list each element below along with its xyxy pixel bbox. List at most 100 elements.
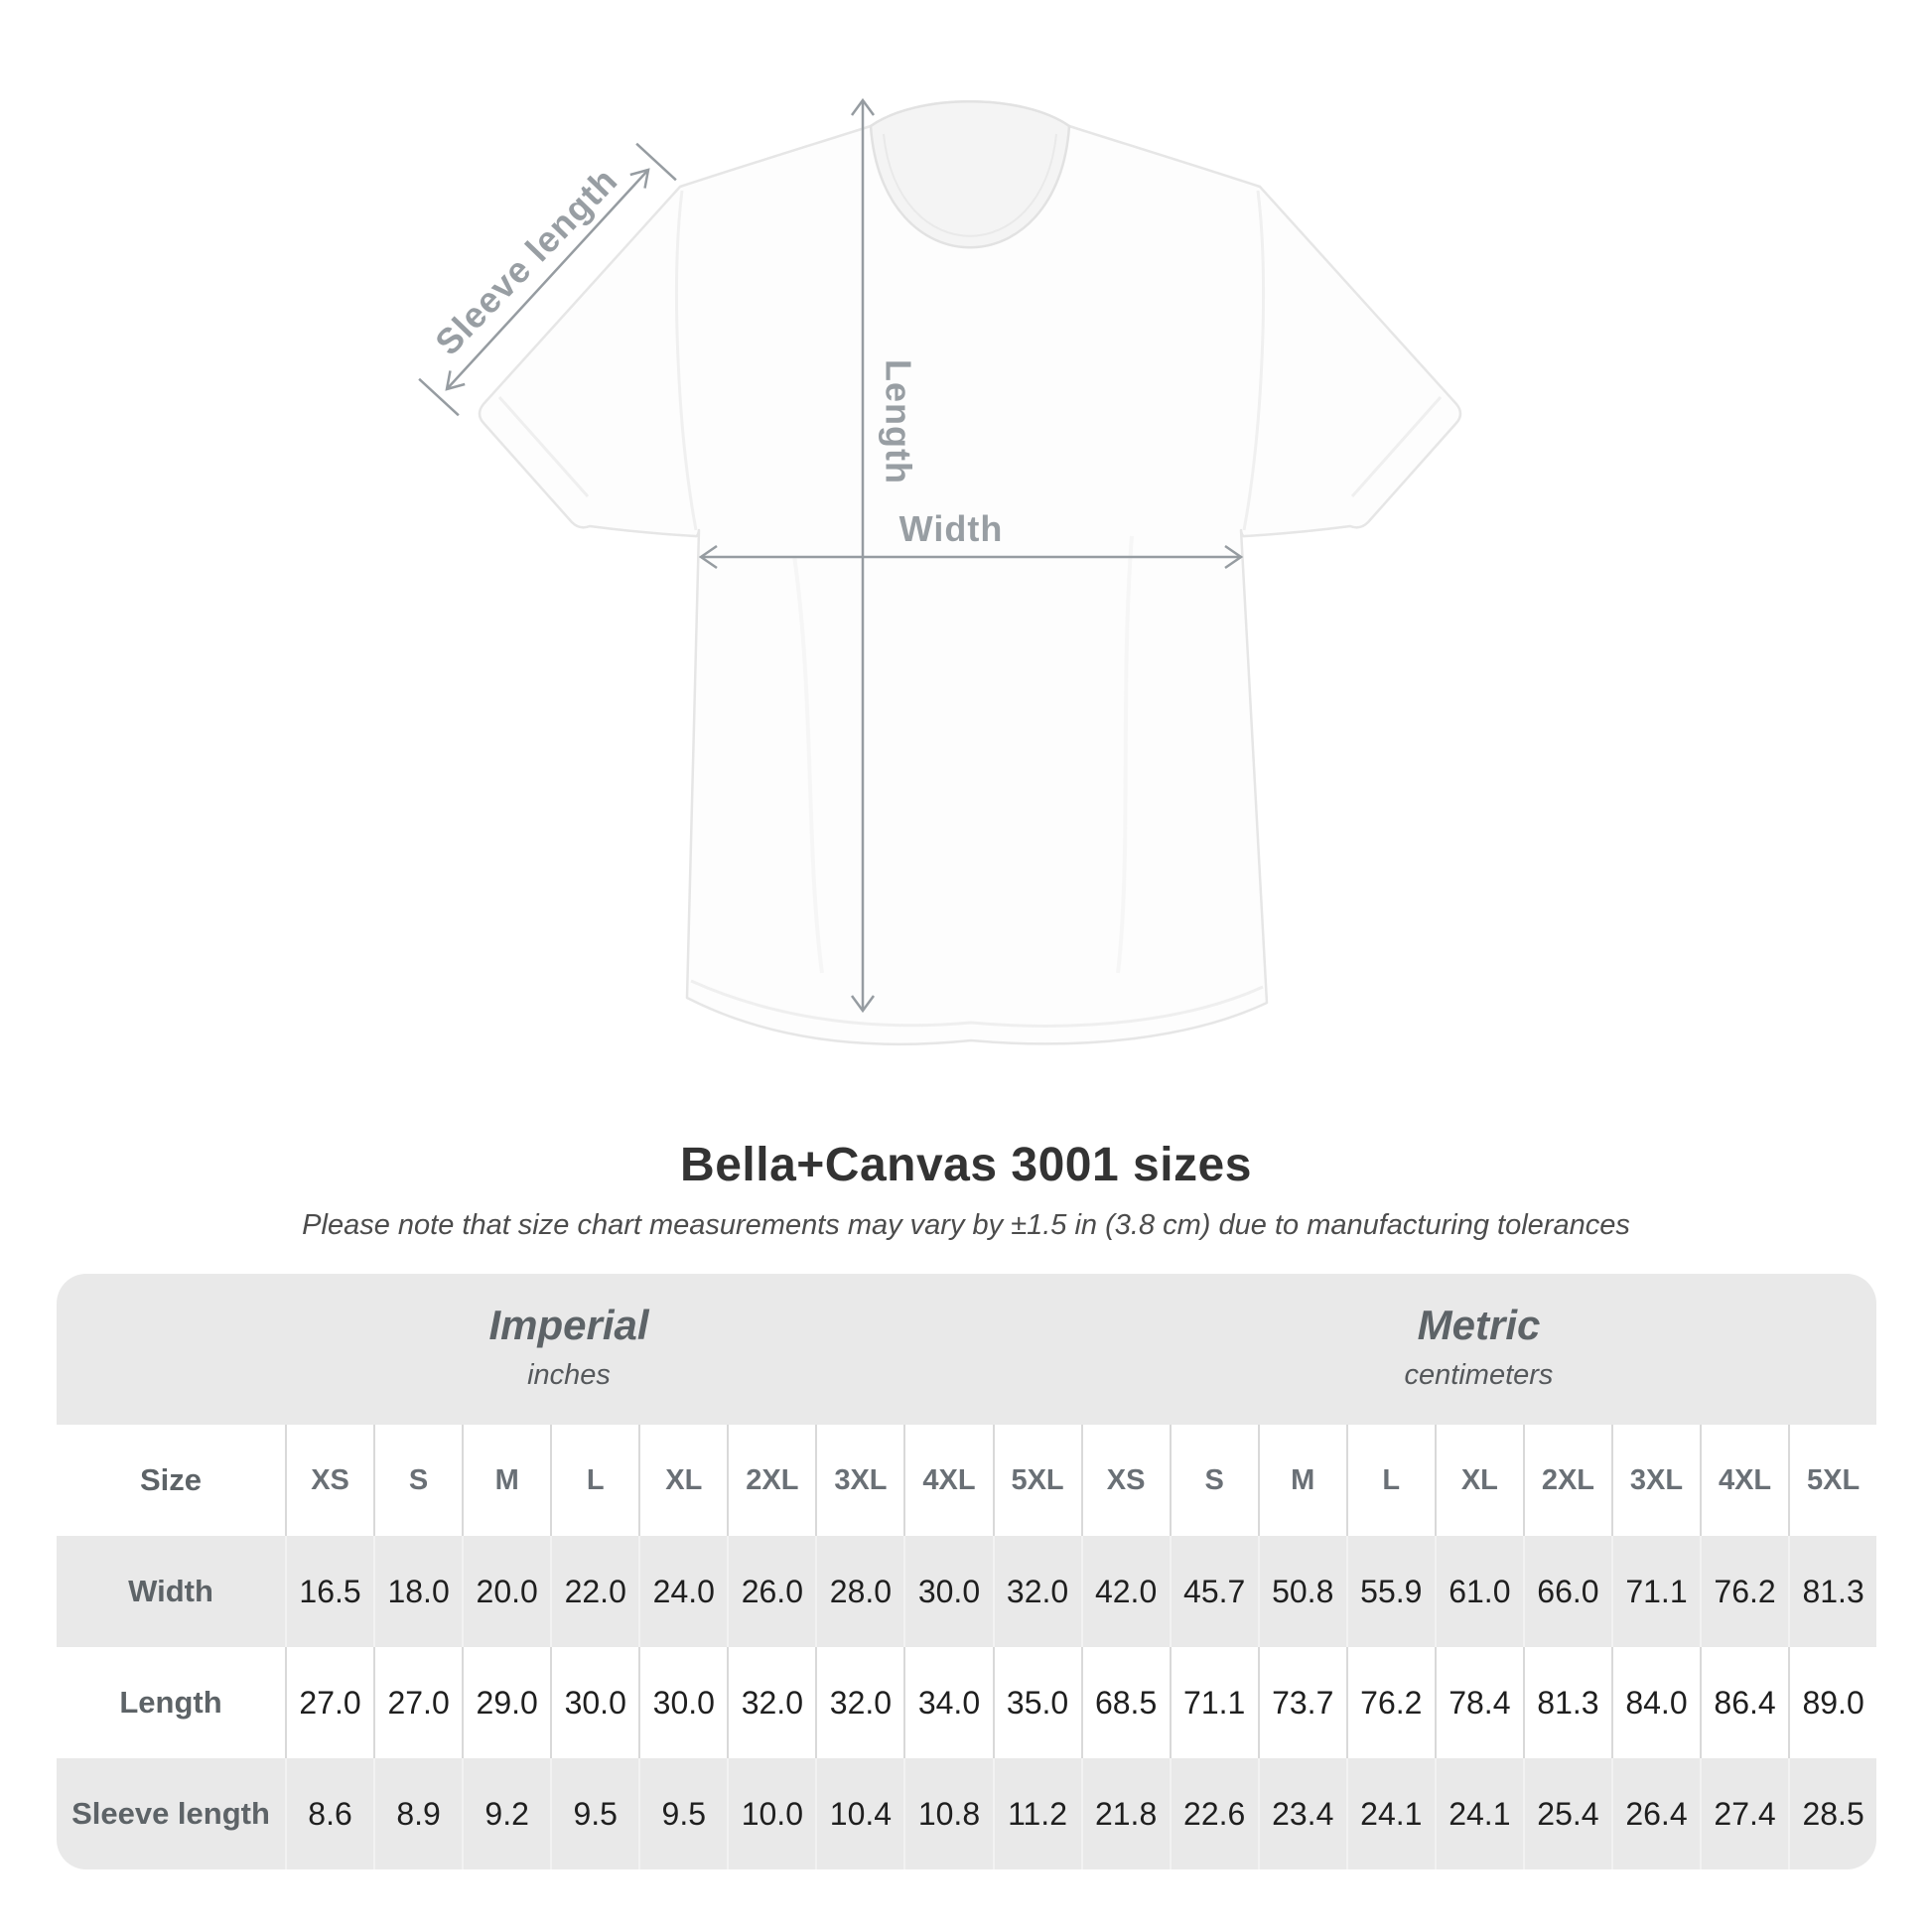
length-arrow-label: Length — [879, 359, 919, 484]
tshirt-body — [478, 100, 1462, 1046]
value-cell: 30.0 — [903, 1536, 992, 1647]
measurement-annotations — [418, 97, 1244, 1014]
value-cell: 81.3 — [1788, 1536, 1876, 1647]
size-col-header: 5XL — [1788, 1425, 1876, 1536]
imperial-label: Imperial — [488, 1301, 649, 1348]
size-col-header: 2XL — [727, 1425, 815, 1536]
value-cell: 76.2 — [1700, 1536, 1788, 1647]
value-cell: 84.0 — [1610, 1647, 1700, 1758]
table-body: Width 16.5 18.0 20.0 22.0 24.0 26.0 28.0 30.0 32.… — [57, 1536, 1876, 1869]
length-arrow — [850, 97, 876, 1014]
tshirt-hem-stitch — [690, 979, 1264, 1028]
table-row: Sleeve length 8.6 8.9 9.2 9.5 9.5 10.0 10.4 10.8… — [57, 1758, 1876, 1869]
value-cell: 22.0 — [550, 1536, 638, 1647]
size-col-header: XL — [1434, 1425, 1523, 1536]
value-cell: 26.0 — [727, 1536, 815, 1647]
value-cell: 24.1 — [1345, 1758, 1435, 1869]
size-col-header: L — [550, 1425, 638, 1536]
row-label: Length — [119, 1685, 222, 1720]
value-cell: 26.4 — [1610, 1758, 1700, 1869]
value-cell: 27.0 — [373, 1647, 462, 1758]
size-col-header: M — [462, 1425, 550, 1536]
tshirt-cuff-left — [497, 396, 590, 497]
sleeve-length-arrow — [418, 142, 677, 417]
value-cell: 32.0 — [992, 1536, 1081, 1647]
value-cell: 24.1 — [1434, 1758, 1523, 1869]
tshirt-armhole-right — [1242, 190, 1265, 531]
value-cell: 29.0 — [462, 1647, 550, 1758]
value-cell: 8.6 — [285, 1758, 373, 1869]
value-cell: 45.7 — [1169, 1536, 1258, 1647]
value-cell: 50.8 — [1257, 1536, 1346, 1647]
imperial-group-header: Imperial inches — [57, 1274, 1081, 1425]
width-arrow — [698, 544, 1244, 570]
value-cell: 42.0 — [1080, 1536, 1170, 1647]
row-label: Sleeve length — [71, 1796, 270, 1831]
value-cell: 71.1 — [1610, 1536, 1700, 1647]
value-cell: 86.4 — [1700, 1647, 1788, 1758]
value-cell: 32.0 — [727, 1647, 815, 1758]
size-col-header: 5XL — [992, 1425, 1081, 1536]
value-cell: 61.0 — [1434, 1536, 1523, 1647]
size-col-header: S — [373, 1425, 462, 1536]
tshirt-cuff-right — [1350, 396, 1443, 497]
value-cell: 16.5 — [285, 1536, 373, 1647]
value-cell: 21.8 — [1080, 1758, 1170, 1869]
value-cell: 81.3 — [1522, 1647, 1611, 1758]
size-col-header: 3XL — [815, 1425, 903, 1536]
value-cell: 9.5 — [550, 1758, 638, 1869]
tshirt-measurement-diagram: Length Width Sleeve length — [418, 97, 1462, 1046]
size-col-header: XS — [285, 1425, 373, 1536]
value-cell: 27.4 — [1700, 1758, 1788, 1869]
value-cell: 30.0 — [638, 1647, 727, 1758]
size-col-header: XS — [1080, 1425, 1170, 1536]
row-label: Width — [128, 1574, 213, 1608]
metric-group-header: Metric centimeters — [1081, 1274, 1876, 1425]
metric-unit: centimeters — [1404, 1358, 1554, 1391]
value-cell: 11.2 — [992, 1758, 1081, 1869]
tshirt-wrinkle — [1116, 535, 1134, 974]
value-cell: 68.5 — [1080, 1647, 1170, 1758]
size-table: Imperial inches Metric centimeters Size … — [57, 1274, 1876, 1869]
value-cell: 18.0 — [373, 1536, 462, 1647]
value-cell: 10.4 — [815, 1758, 903, 1869]
tshirt-illustration — [478, 100, 1462, 1046]
value-cell: 78.4 — [1434, 1647, 1523, 1758]
chart-heading: Bella+Canvas 3001 sizes Please note that… — [0, 1140, 1932, 1242]
value-cell: 8.9 — [373, 1758, 462, 1869]
value-cell: 23.4 — [1257, 1758, 1346, 1869]
value-cell: 34.0 — [903, 1647, 992, 1758]
value-cell: 20.0 — [462, 1536, 550, 1647]
size-col-header: 4XL — [903, 1425, 992, 1536]
value-cell: 27.0 — [285, 1647, 373, 1758]
value-cell: 22.6 — [1169, 1758, 1258, 1869]
size-col-header: L — [1345, 1425, 1435, 1536]
value-cell: 30.0 — [550, 1647, 638, 1758]
size-col-header: M — [1257, 1425, 1346, 1536]
value-cell: 10.8 — [903, 1758, 992, 1869]
tshirt-collar — [869, 100, 1071, 249]
size-header-cell: Size — [139, 1462, 203, 1497]
tshirt-wrinkle — [792, 555, 824, 974]
size-col-header: S — [1169, 1425, 1258, 1536]
size-col-header: 4XL — [1700, 1425, 1788, 1536]
value-cell: 25.4 — [1522, 1758, 1611, 1869]
page-title: Bella+Canvas 3001 sizes — [680, 1139, 1252, 1191]
metric-label: Metric — [1417, 1301, 1541, 1348]
width-arrow-label: Width — [899, 508, 1004, 549]
value-cell: 32.0 — [815, 1647, 903, 1758]
tshirt-armhole-left — [675, 190, 698, 531]
value-cell: 66.0 — [1522, 1536, 1611, 1647]
tshirt-collar-band — [883, 133, 1057, 237]
imperial-unit: inches — [527, 1358, 611, 1391]
value-cell: 89.0 — [1788, 1647, 1876, 1758]
table-row: Width 16.5 18.0 20.0 22.0 24.0 26.0 28.0 30.0 32.… — [57, 1536, 1876, 1647]
size-col-header: 2XL — [1522, 1425, 1611, 1536]
value-cell: 73.7 — [1257, 1647, 1346, 1758]
value-cell: 55.9 — [1345, 1536, 1435, 1647]
value-cell: 76.2 — [1345, 1647, 1435, 1758]
table-row: Length 27.0 27.0 29.0 30.0 30.0 32.0 32.0 34.0 35… — [57, 1647, 1876, 1758]
unit-band: Imperial inches Metric centimeters — [57, 1274, 1876, 1425]
value-cell: 24.0 — [638, 1536, 727, 1647]
